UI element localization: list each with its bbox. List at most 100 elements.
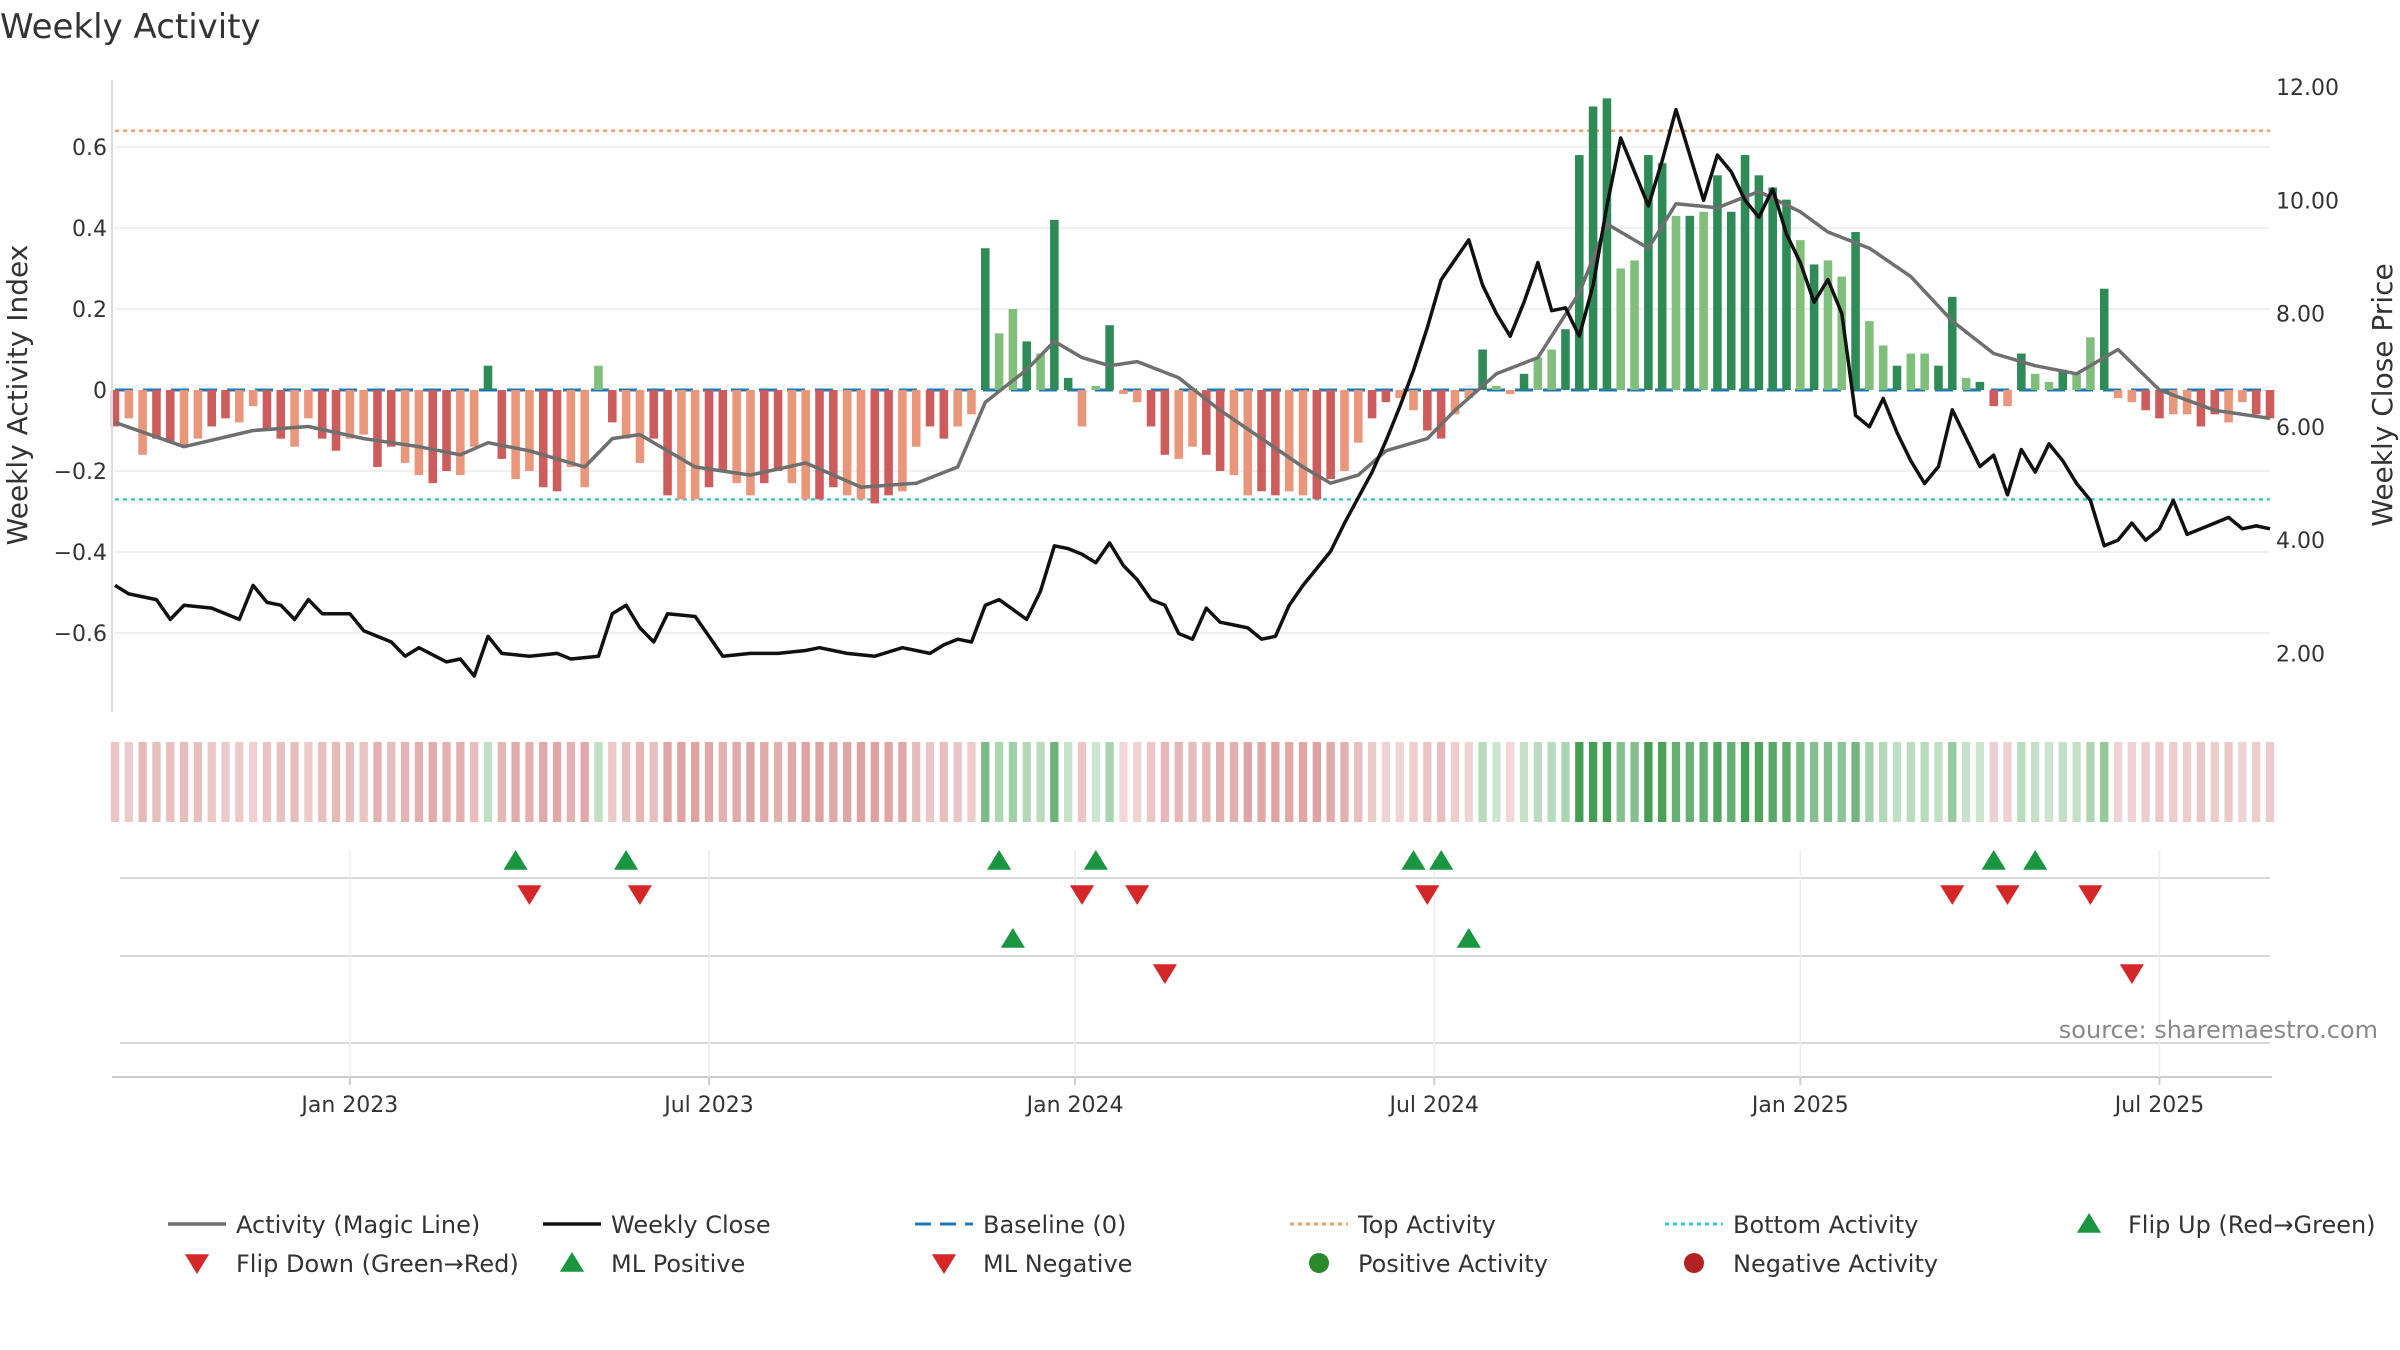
strip-cell (1395, 742, 1404, 822)
flip-up-marker (503, 850, 528, 870)
strip-cell (1340, 742, 1349, 822)
ml-negative-marker (2119, 964, 2144, 984)
activity-bar (1160, 390, 1170, 455)
strip-cell (1796, 742, 1805, 822)
activity-bar (2182, 390, 2192, 415)
strip-cell (663, 742, 672, 822)
strip-cell (539, 742, 548, 822)
strip-cell (981, 742, 990, 822)
legend-label: Top Activity (1357, 1211, 1496, 1239)
activity-bar (1271, 390, 1280, 496)
activity-bar (1105, 325, 1114, 390)
activity-bar (290, 390, 299, 447)
strip-cell (2182, 742, 2192, 822)
strip-cell (249, 742, 258, 822)
activity-bar (690, 390, 700, 500)
strip-cell (773, 742, 783, 822)
activity-bar (414, 390, 424, 476)
activity-bar (387, 390, 396, 447)
activity-bar (1409, 390, 1418, 411)
activity-bar (1119, 390, 1128, 395)
activity-bar (124, 390, 134, 419)
right-tick-label: 2.00 (2276, 642, 2325, 667)
left-axis-label: Weekly Activity Index (1, 245, 34, 546)
strip-cell (428, 742, 437, 822)
strip-cell (1892, 742, 1902, 822)
activity-bar (1561, 329, 1570, 390)
legend-label: ML Negative (983, 1250, 1132, 1278)
strip-cell (221, 742, 230, 822)
activity-bar (1575, 155, 1584, 390)
legend-label: Activity (Magic Line) (236, 1211, 480, 1239)
flip-up-marker (1083, 850, 1108, 870)
strip-cell (1616, 742, 1625, 822)
strip-cell (925, 742, 935, 822)
activity-bar (428, 390, 437, 484)
activity-bar (911, 390, 921, 447)
left-tick-label: 0 (93, 379, 107, 404)
activity-bar (1202, 390, 1211, 455)
flip-down-marker (627, 885, 652, 905)
left-tick-label: 0.4 (72, 217, 107, 242)
activity-bar (953, 390, 962, 427)
activity-bar (2141, 390, 2150, 411)
strip-cell (1409, 742, 1418, 822)
activity-bar (2155, 390, 2164, 419)
activity-bar (1188, 390, 1197, 447)
strip-cell (1561, 742, 1570, 822)
strip-cell (1146, 742, 1156, 822)
strip-cell (1271, 742, 1280, 822)
strip-cell (1174, 742, 1183, 822)
activity-bar (1934, 365, 1943, 390)
strip-cell (2003, 742, 2012, 822)
legend-dot-icon (1684, 1253, 1704, 1273)
activity-bar (138, 390, 147, 455)
activity-bar (759, 390, 769, 484)
activity-bar (1547, 349, 1556, 390)
date-tick-label: Jul 2024 (1387, 1093, 1479, 1118)
activity-bar (1229, 390, 1239, 476)
strip-cell (1754, 742, 1764, 822)
strip-cell (290, 742, 299, 822)
strip-cell (2086, 742, 2095, 822)
strip-cell (967, 742, 976, 822)
activity-bar (608, 390, 617, 423)
activity-bar (221, 390, 230, 419)
activity-bar (2072, 373, 2081, 390)
activity-bar (704, 390, 714, 488)
activity-bar (1036, 353, 1045, 390)
strip-cell (1450, 742, 1460, 822)
strip-cell (843, 742, 852, 822)
flip-up-marker (1981, 850, 2006, 870)
flip-down-marker (517, 885, 542, 905)
legend-label: Bottom Activity (1733, 1211, 1918, 1239)
activity-bar (1837, 276, 1847, 390)
strip-cell (124, 742, 133, 822)
date-tick-label: Jul 2023 (662, 1093, 754, 1118)
strip-cell (1105, 742, 1114, 822)
strip-cell (1713, 742, 1722, 822)
activity-bar (1146, 390, 1156, 427)
activity-bar (1754, 175, 1764, 390)
strip-cell (1008, 742, 1018, 822)
strip-cell (884, 742, 893, 822)
strip-cell (166, 742, 175, 822)
activity-bar (1865, 321, 1874, 390)
right-tick-label: 8.00 (2276, 303, 2325, 328)
strip-cell (1437, 742, 1446, 822)
activity-bar (1298, 390, 1308, 496)
strip-cell (870, 742, 879, 822)
activity-bar (1616, 268, 1626, 390)
strip-cell (1630, 742, 1639, 822)
strip-cell (1865, 742, 1874, 822)
activity-bar (235, 390, 244, 423)
strip-cell (718, 742, 727, 822)
activity-bar (1630, 260, 1639, 390)
activity-bar (649, 390, 659, 439)
activity-bar (884, 390, 893, 496)
flip-down-marker (1995, 885, 2020, 905)
strip-cell (276, 742, 285, 822)
weekly-close-series (114, 107, 2271, 678)
flip-up-marker (987, 850, 1012, 870)
